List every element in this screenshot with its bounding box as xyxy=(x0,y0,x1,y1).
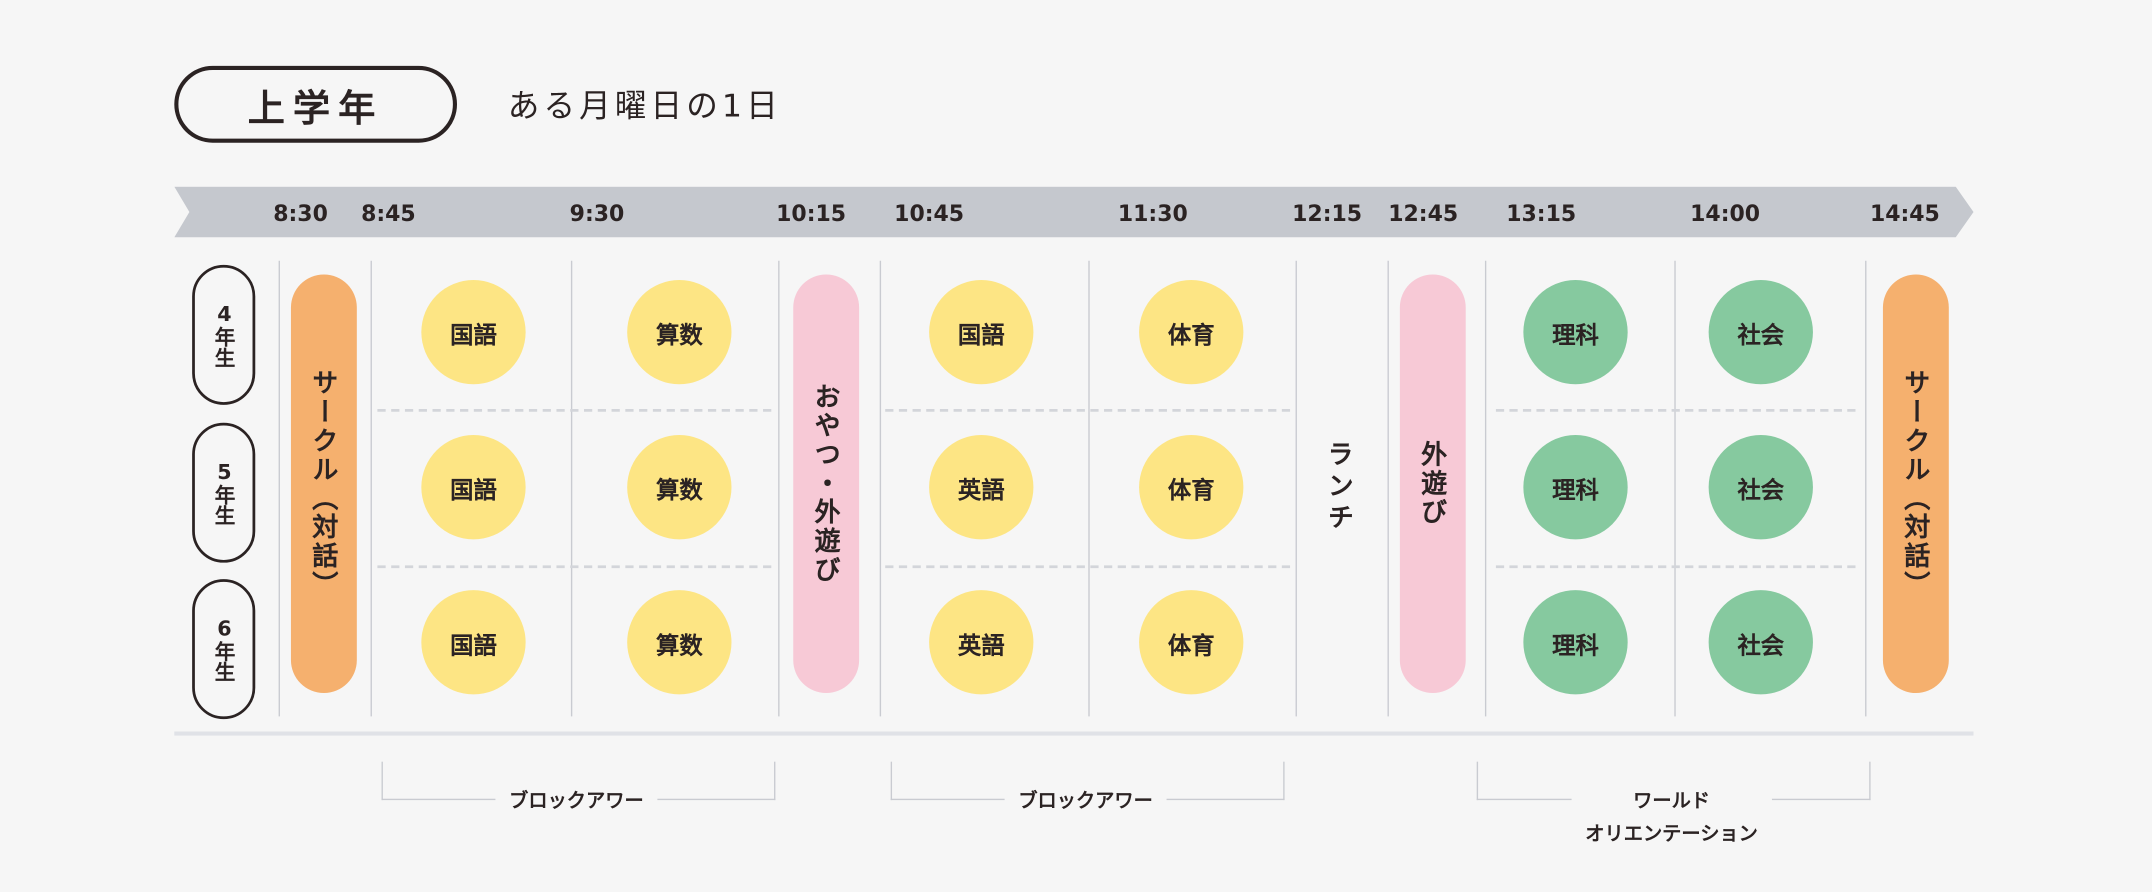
column-divider xyxy=(278,260,280,717)
subject-circle: 理科 xyxy=(1523,279,1628,385)
subject-circle: 社会 xyxy=(1708,279,1813,385)
separator xyxy=(174,731,1974,736)
block-hour-1-label: ブロックアワー xyxy=(495,785,658,818)
row-divider xyxy=(1495,565,1856,569)
row-divider xyxy=(1495,408,1856,412)
row-divider xyxy=(885,565,1291,569)
snack-play-bar: おやつ・外遊び xyxy=(793,274,860,694)
circle-afternoon-bar: サークル（対話） xyxy=(1882,274,1949,694)
time-label: 11:30 xyxy=(1117,200,1188,227)
time-label: 14:00 xyxy=(1690,200,1761,227)
world-orientation-line1: ワールド xyxy=(1633,790,1710,813)
grade-group-title: 上学年 xyxy=(174,65,458,143)
subtitle: ある月曜日の1日 xyxy=(507,89,782,125)
subject-circle: 国語 xyxy=(929,279,1034,385)
time-label: 12:45 xyxy=(1388,200,1459,227)
column-divider xyxy=(1674,260,1676,717)
timeline-arrow xyxy=(174,186,1974,238)
time-label: 10:45 xyxy=(894,200,965,227)
subject-circle: 理科 xyxy=(1523,590,1628,695)
time-label: 10:15 xyxy=(776,200,847,227)
subject-circle: 国語 xyxy=(421,435,526,540)
column-divider xyxy=(1088,260,1090,717)
subject-circle: 体育 xyxy=(1139,279,1244,385)
time-label: 9:30 xyxy=(569,200,625,227)
subject-circle: 社会 xyxy=(1708,435,1813,540)
column-divider xyxy=(1484,260,1487,717)
grade-6-label: 6年生 xyxy=(192,579,256,720)
subject-circle: 算数 xyxy=(627,590,732,695)
block-hour-2-label: ブロックアワー xyxy=(1004,785,1167,818)
row-divider xyxy=(885,408,1291,412)
column-divider xyxy=(570,260,573,717)
subject-circle: 理科 xyxy=(1523,435,1628,540)
subject-circle: 国語 xyxy=(421,279,526,385)
subject-circle: 体育 xyxy=(1139,435,1244,540)
lunch-label: ランチ xyxy=(1323,439,1354,535)
subject-circle: 算数 xyxy=(627,435,732,540)
outdoor-play-bar: 外遊び xyxy=(1399,274,1466,694)
subject-circle: 英語 xyxy=(929,435,1034,540)
row-divider xyxy=(377,408,772,412)
column-divider xyxy=(1865,260,1867,717)
column-divider xyxy=(879,260,882,717)
subject-circle: 社会 xyxy=(1708,590,1813,695)
subject-circle: 国語 xyxy=(421,590,526,695)
world-orientation-line2: オリエンテーション xyxy=(1585,823,1758,846)
world-orientation-label: ワールド オリエンテーション xyxy=(1571,785,1772,851)
row-divider xyxy=(377,565,772,569)
time-label: 8:45 xyxy=(361,200,416,227)
column-divider xyxy=(1387,260,1389,717)
time-label: 14:45 xyxy=(1869,200,1940,227)
column-divider xyxy=(370,260,372,717)
grade-5-label: 5年生 xyxy=(192,422,256,563)
column-divider xyxy=(778,260,780,717)
column-divider xyxy=(1295,260,1297,717)
subject-circle: 英語 xyxy=(929,590,1034,695)
time-label: 8:30 xyxy=(273,200,328,227)
subject-circle: 体育 xyxy=(1139,590,1244,695)
time-label: 12:15 xyxy=(1292,200,1363,227)
subject-circle: 算数 xyxy=(627,279,732,385)
grade-4-label: 4年生 xyxy=(192,264,256,405)
time-label: 13:15 xyxy=(1506,200,1577,227)
circle-morning-bar: サークル（対話） xyxy=(290,274,357,694)
